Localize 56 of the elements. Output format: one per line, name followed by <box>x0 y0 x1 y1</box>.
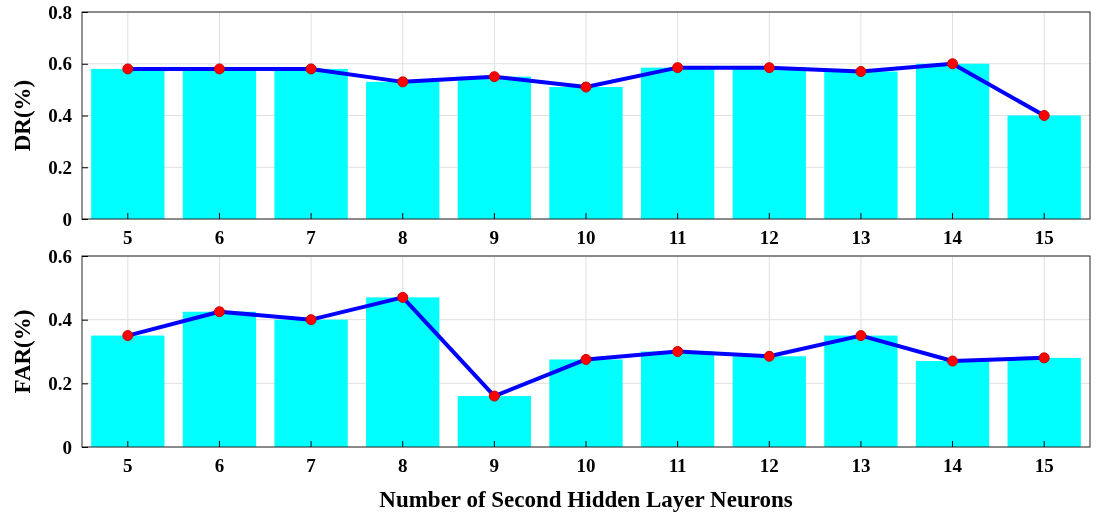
bar <box>1007 357 1081 447</box>
bar <box>182 311 257 447</box>
bar <box>1007 115 1081 219</box>
bar <box>549 87 623 219</box>
x-tick-label: 9 <box>489 227 500 249</box>
x-axis-title: Number of Second Hidden Layer Neurons <box>379 487 793 512</box>
x-tick-label: 5 <box>123 455 133 477</box>
y-axis-title: FAR(%) <box>10 309 35 394</box>
y-tick-label: 0.2 <box>48 372 72 394</box>
bar <box>732 356 806 447</box>
bar <box>366 297 440 447</box>
bar <box>91 68 165 219</box>
x-tick-label: 12 <box>759 455 779 477</box>
bar <box>91 335 165 447</box>
x-tick-label: 10 <box>576 455 596 477</box>
bar <box>824 335 898 447</box>
y-tick-label: 0.6 <box>48 245 72 267</box>
x-tick-label: 5 <box>123 227 133 249</box>
bar <box>915 361 990 447</box>
bar <box>824 71 898 219</box>
y-tick-label: 0 <box>62 208 72 230</box>
y-tick-label: 0.8 <box>48 1 72 23</box>
x-tick-label: 11 <box>668 227 687 249</box>
x-tick-label: 15 <box>1034 227 1054 249</box>
x-tick-label: 13 <box>851 227 871 249</box>
y-tick-label: 0.4 <box>48 309 73 331</box>
x-tick-label: 10 <box>576 227 596 249</box>
x-tick-label: 7 <box>306 455 317 477</box>
x-tick-label: 13 <box>851 455 871 477</box>
x-tick-label: 11 <box>668 455 687 477</box>
y-tick-label: 0.6 <box>48 53 72 75</box>
bar <box>366 81 440 219</box>
bar <box>915 63 990 219</box>
y-tick-label: 0.2 <box>48 156 72 178</box>
x-tick-label: 14 <box>943 227 963 249</box>
y-axis-title: DR(%) <box>10 79 35 152</box>
x-tick-label: 8 <box>397 455 408 477</box>
bar <box>640 351 715 447</box>
bar <box>549 359 623 447</box>
bar <box>274 319 348 447</box>
bar <box>640 67 715 219</box>
bar <box>732 67 806 219</box>
x-tick-label: 6 <box>214 227 225 249</box>
bar <box>182 68 257 219</box>
x-tick-label: 8 <box>397 227 408 249</box>
x-tick-label: 14 <box>943 455 963 477</box>
bar <box>457 76 532 219</box>
x-tick-label: 7 <box>306 227 317 249</box>
x-tick-label: 12 <box>759 227 779 249</box>
x-tick-label: 15 <box>1034 455 1054 477</box>
x-tick-label: 9 <box>489 455 500 477</box>
x-tick-label: 6 <box>214 455 225 477</box>
y-tick-label: 0 <box>62 436 72 458</box>
y-tick-label: 0.4 <box>48 105 73 127</box>
bar <box>274 68 348 219</box>
bar <box>457 396 532 447</box>
